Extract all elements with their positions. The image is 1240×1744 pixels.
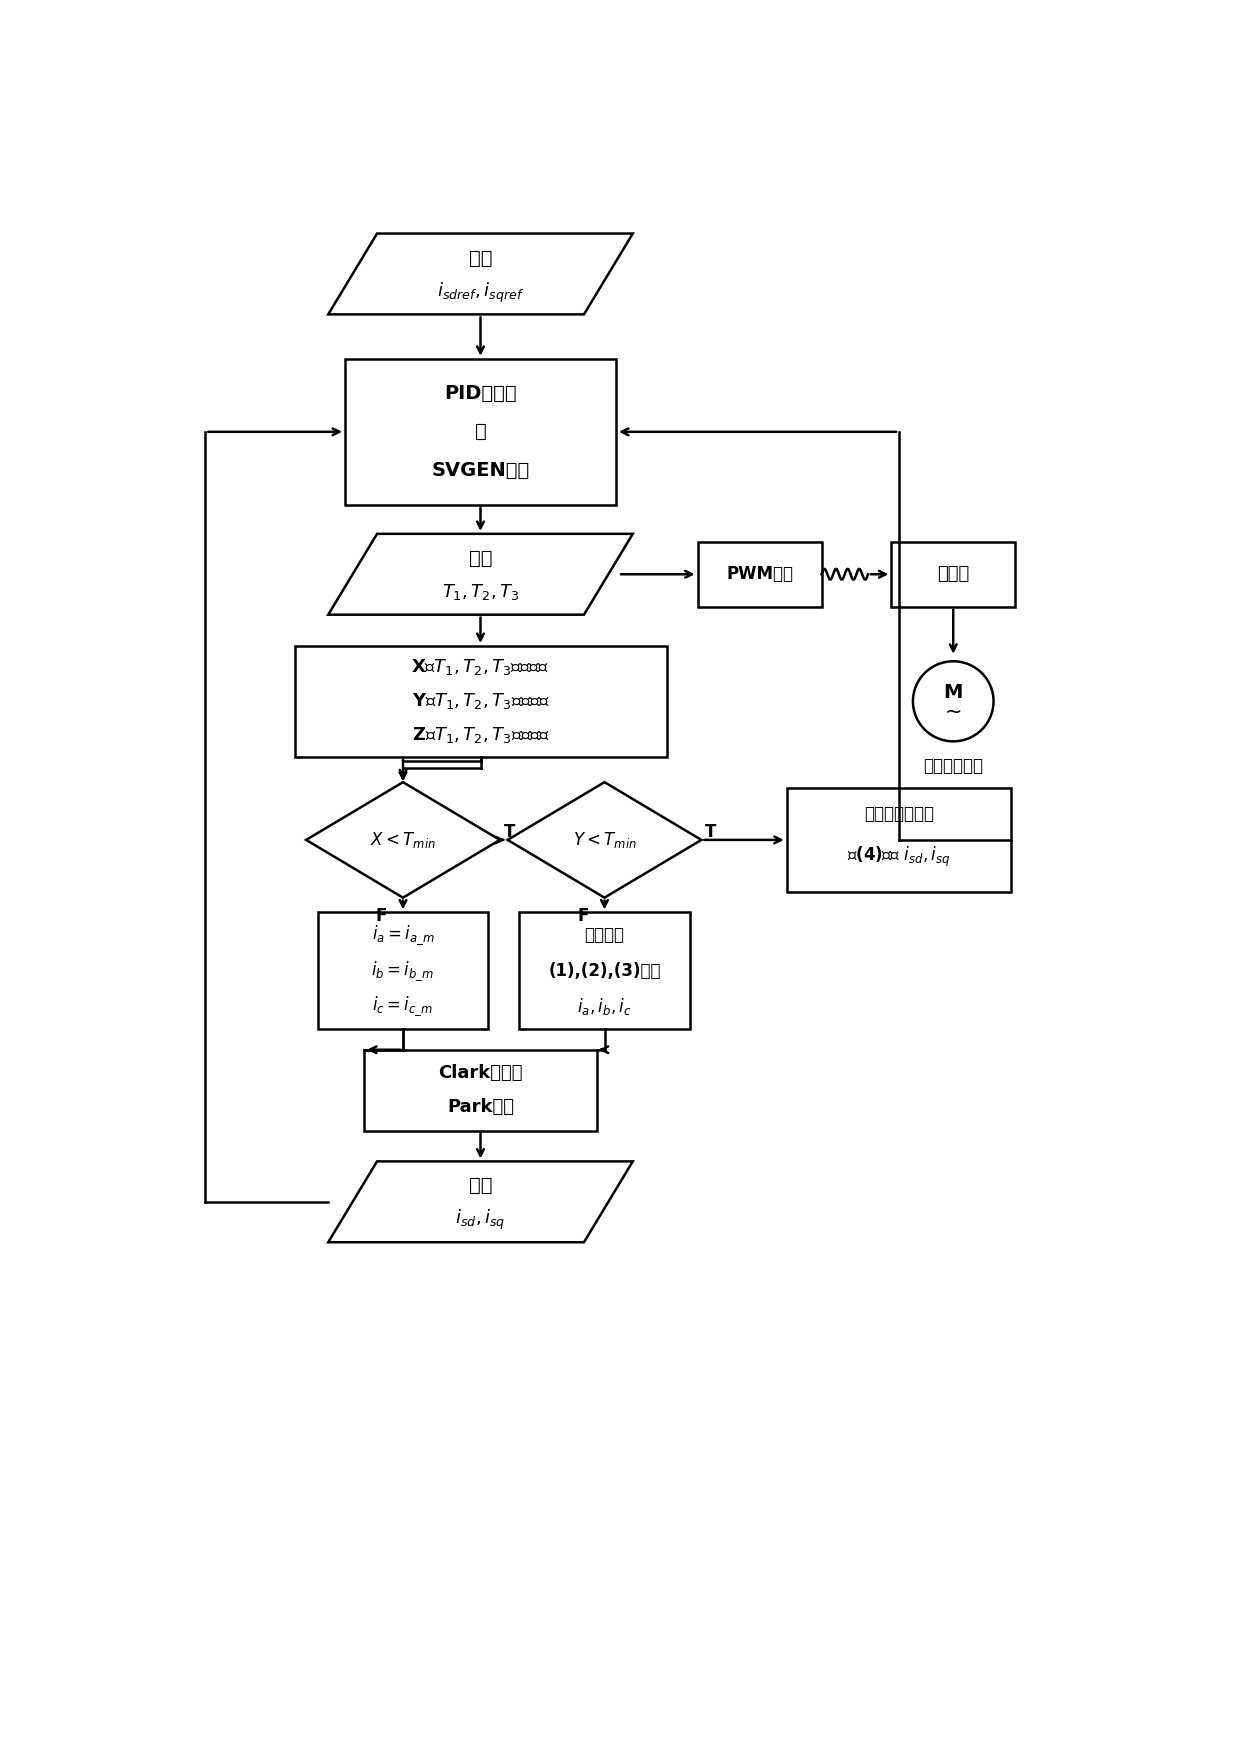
Polygon shape: [306, 781, 500, 898]
Text: $i_a,i_b,i_c$: $i_a,i_b,i_c$: [577, 996, 632, 1017]
Circle shape: [913, 661, 993, 741]
Text: Z为$T_1,T_2,T_3$中最大量: Z为$T_1,T_2,T_3$中最大量: [412, 726, 549, 745]
Text: ~: ~: [945, 701, 962, 722]
Text: Park变换: Park变换: [446, 1099, 515, 1116]
Text: 输出: 输出: [469, 1175, 492, 1195]
Text: SVGEN模块: SVGEN模块: [432, 460, 529, 480]
Text: F: F: [577, 907, 589, 924]
Bar: [520, 912, 689, 1029]
Bar: [317, 912, 489, 1029]
Text: Y为$T_1,T_2,T_3$中中间量: Y为$T_1,T_2,T_3$中中间量: [412, 691, 549, 712]
Text: X为$T_1,T_2,T_3$中最小量: X为$T_1,T_2,T_3$中最小量: [412, 657, 549, 677]
Text: 用电流预测模型: 用电流预测模型: [864, 806, 934, 823]
Polygon shape: [507, 781, 702, 898]
Text: $X<T_{min}$: $X<T_{min}$: [370, 830, 436, 849]
Bar: [345, 359, 616, 506]
Text: $i_c=i_{c\_m}$: $i_c=i_{c\_m}$: [372, 994, 434, 1018]
Text: F: F: [376, 907, 387, 924]
Text: Clark变换和: Clark变换和: [438, 1064, 523, 1083]
Text: 异步感应电机: 异步感应电机: [924, 757, 983, 774]
Bar: [892, 542, 1016, 607]
Text: T: T: [706, 823, 717, 841]
Bar: [786, 788, 1012, 891]
Text: $i_a=i_{a\_m}$: $i_a=i_{a\_m}$: [372, 924, 434, 947]
Text: 和: 和: [475, 422, 486, 441]
Text: 输出: 输出: [469, 549, 492, 567]
Text: 逆变器: 逆变器: [937, 565, 970, 582]
Text: M: M: [944, 682, 963, 701]
Text: $T_1,T_2,T_3$: $T_1,T_2,T_3$: [441, 582, 520, 602]
Text: PID控制器: PID控制器: [444, 384, 517, 403]
Text: $i_{sdref},i_{sqref}$: $i_{sdref},i_{sqref}$: [436, 281, 525, 305]
Text: 式(4)计算 $i_{sd},i_{sq}$: 式(4)计算 $i_{sd},i_{sq}$: [847, 844, 951, 869]
Polygon shape: [329, 234, 632, 314]
Text: (1),(2),(3)计算: (1),(2),(3)计算: [548, 961, 661, 980]
Text: 根据公式: 根据公式: [584, 926, 625, 945]
Text: $i_{sd},i_{sq}$: $i_{sd},i_{sq}$: [455, 1207, 506, 1231]
Text: $i_b=i_{b\_m}$: $i_b=i_{b\_m}$: [371, 959, 435, 982]
Bar: [295, 645, 667, 757]
Text: 输入: 输入: [469, 249, 492, 269]
Text: T: T: [503, 823, 515, 841]
Bar: [697, 542, 821, 607]
Bar: [365, 1050, 596, 1130]
Text: PWM模块: PWM模块: [725, 565, 794, 582]
Polygon shape: [329, 1162, 632, 1242]
Polygon shape: [329, 534, 632, 614]
Text: $Y<T_{min}$: $Y<T_{min}$: [573, 830, 636, 849]
